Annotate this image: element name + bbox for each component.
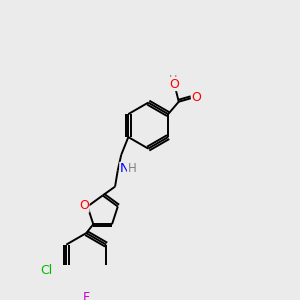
Text: F: F: [83, 291, 90, 300]
Text: H: H: [169, 75, 178, 85]
Text: O: O: [79, 199, 89, 212]
Text: H: H: [128, 162, 136, 176]
Text: O: O: [169, 77, 179, 91]
Text: O: O: [191, 91, 201, 104]
Text: N: N: [120, 162, 130, 176]
Text: Cl: Cl: [41, 264, 53, 277]
